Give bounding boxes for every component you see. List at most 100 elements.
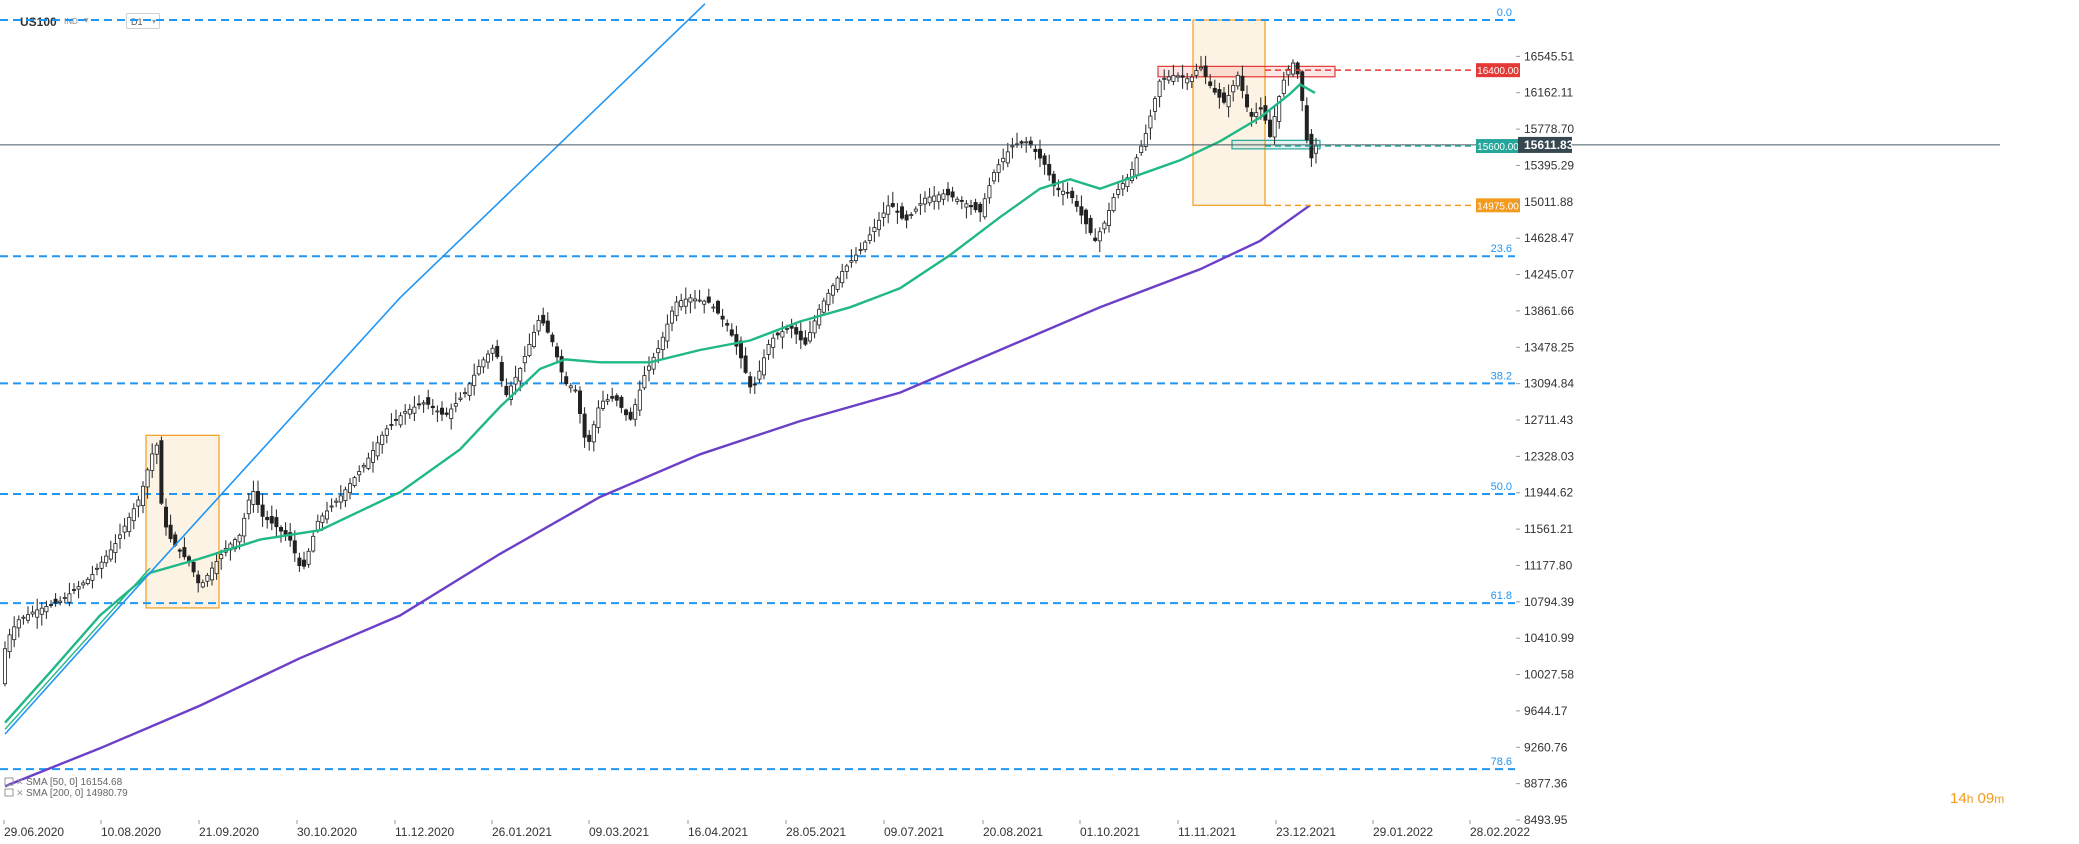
candle-body [476, 366, 481, 375]
candle-body [1065, 191, 1070, 194]
candle-body [877, 219, 882, 230]
legend-entry: SMA [200, 0] 14980.79 [26, 788, 128, 799]
candle-body [555, 346, 560, 358]
candle-body [1268, 119, 1273, 137]
trendline-parallel [4, 567, 151, 730]
x-tick-label: 30.10.2020 [297, 825, 357, 839]
legend-visibility-icon [4, 777, 14, 786]
candle-body [72, 589, 77, 591]
x-tick-label: 01.10.2021 [1080, 825, 1140, 839]
candle-body [812, 320, 817, 334]
chart-toolbar: US100 IND ▾ D1 ▾ [0, 0, 1990, 30]
candle-body [472, 374, 477, 387]
candle-body [734, 334, 739, 347]
trendline [4, 3, 706, 735]
y-tick-label: 15395.29 [1524, 158, 1574, 172]
candle-body [7, 634, 12, 653]
level-label: 16400.00 [1477, 66, 1519, 77]
candle-body [1226, 95, 1231, 108]
candle-body [941, 193, 946, 200]
candle-body [1024, 141, 1029, 144]
candle-body [946, 188, 951, 196]
y-tick-label: 14628.47 [1524, 231, 1574, 245]
candle-body [1162, 77, 1167, 80]
candle-body [1051, 173, 1056, 187]
candle-body [863, 241, 868, 251]
candle-body [1102, 222, 1107, 230]
current-price-label: 15611.83 [1524, 138, 1574, 152]
candle-body [748, 376, 753, 388]
sma-line [4, 82, 1316, 724]
symbol-dropdown-icon[interactable]: ▾ [84, 15, 89, 25]
candle-body [573, 389, 578, 392]
candle-body [426, 397, 431, 405]
candle-body [1295, 62, 1300, 75]
candle-body [1120, 183, 1125, 190]
candle-body [670, 310, 675, 324]
candle-body [1088, 218, 1093, 233]
candle-body [1130, 169, 1135, 181]
candle-body [177, 549, 182, 552]
candle-body [1245, 94, 1250, 108]
candle-body [1005, 151, 1010, 164]
candle-body [343, 489, 348, 502]
candle-body [840, 271, 845, 284]
candle-body [601, 400, 606, 409]
y-tick-label: 10027.58 [1524, 668, 1574, 682]
x-tick-label: 28.05.2021 [786, 825, 846, 839]
countdown-h-unit: h [1966, 792, 1974, 806]
candle-body [265, 516, 270, 521]
candle-body [504, 385, 509, 396]
y-tick-label: 16545.51 [1524, 49, 1574, 63]
candle-body [743, 355, 748, 373]
candle-body [495, 346, 500, 358]
candle-body [1116, 189, 1121, 195]
candle-body [518, 367, 523, 382]
candle-body [550, 334, 555, 343]
candle-body [1240, 75, 1245, 91]
symbol-name[interactable]: US100 [20, 15, 57, 29]
candle-body [624, 409, 629, 416]
candle-body [481, 359, 486, 368]
candle-body [182, 547, 187, 558]
candle-body [904, 214, 909, 221]
candle-body [439, 407, 444, 415]
candle-body [564, 376, 569, 385]
level-label: 15600.00 [1477, 142, 1519, 153]
level-badge [1476, 198, 1520, 213]
candle-body [909, 214, 914, 216]
candle-body [923, 197, 928, 205]
candle-body [62, 597, 67, 599]
candle-body [255, 491, 260, 505]
candle-body [826, 292, 831, 306]
candle-body [389, 424, 394, 426]
candle-body [1176, 75, 1181, 78]
candle-body [895, 210, 900, 213]
candle-body [136, 499, 141, 507]
candle-body [1194, 70, 1199, 76]
y-tick-label: 12711.43 [1524, 413, 1573, 427]
candle-body [30, 611, 35, 615]
candle-body [1143, 133, 1148, 147]
candle-body [384, 428, 389, 436]
candle-body [269, 516, 274, 524]
candle-body [499, 361, 504, 382]
candle-body [752, 383, 757, 386]
candle-body [729, 329, 734, 336]
candle-body [633, 404, 638, 420]
y-tick-label: 11561.21 [1524, 522, 1573, 536]
level-label: 14975.00 [1477, 201, 1519, 212]
countdown-minutes: 09 [1977, 790, 1995, 807]
y-tick-label: 12328.03 [1524, 449, 1574, 463]
candle-body [798, 330, 803, 341]
fib-label: 23.6 [1491, 243, 1512, 255]
candle-body [647, 365, 652, 371]
candles-layer [3, 55, 1319, 687]
candle-body [858, 249, 863, 251]
candle-body [449, 408, 454, 419]
candle-body [831, 285, 836, 296]
candle-body [95, 567, 100, 570]
candle-body [1217, 89, 1222, 98]
candle-body [545, 320, 550, 333]
